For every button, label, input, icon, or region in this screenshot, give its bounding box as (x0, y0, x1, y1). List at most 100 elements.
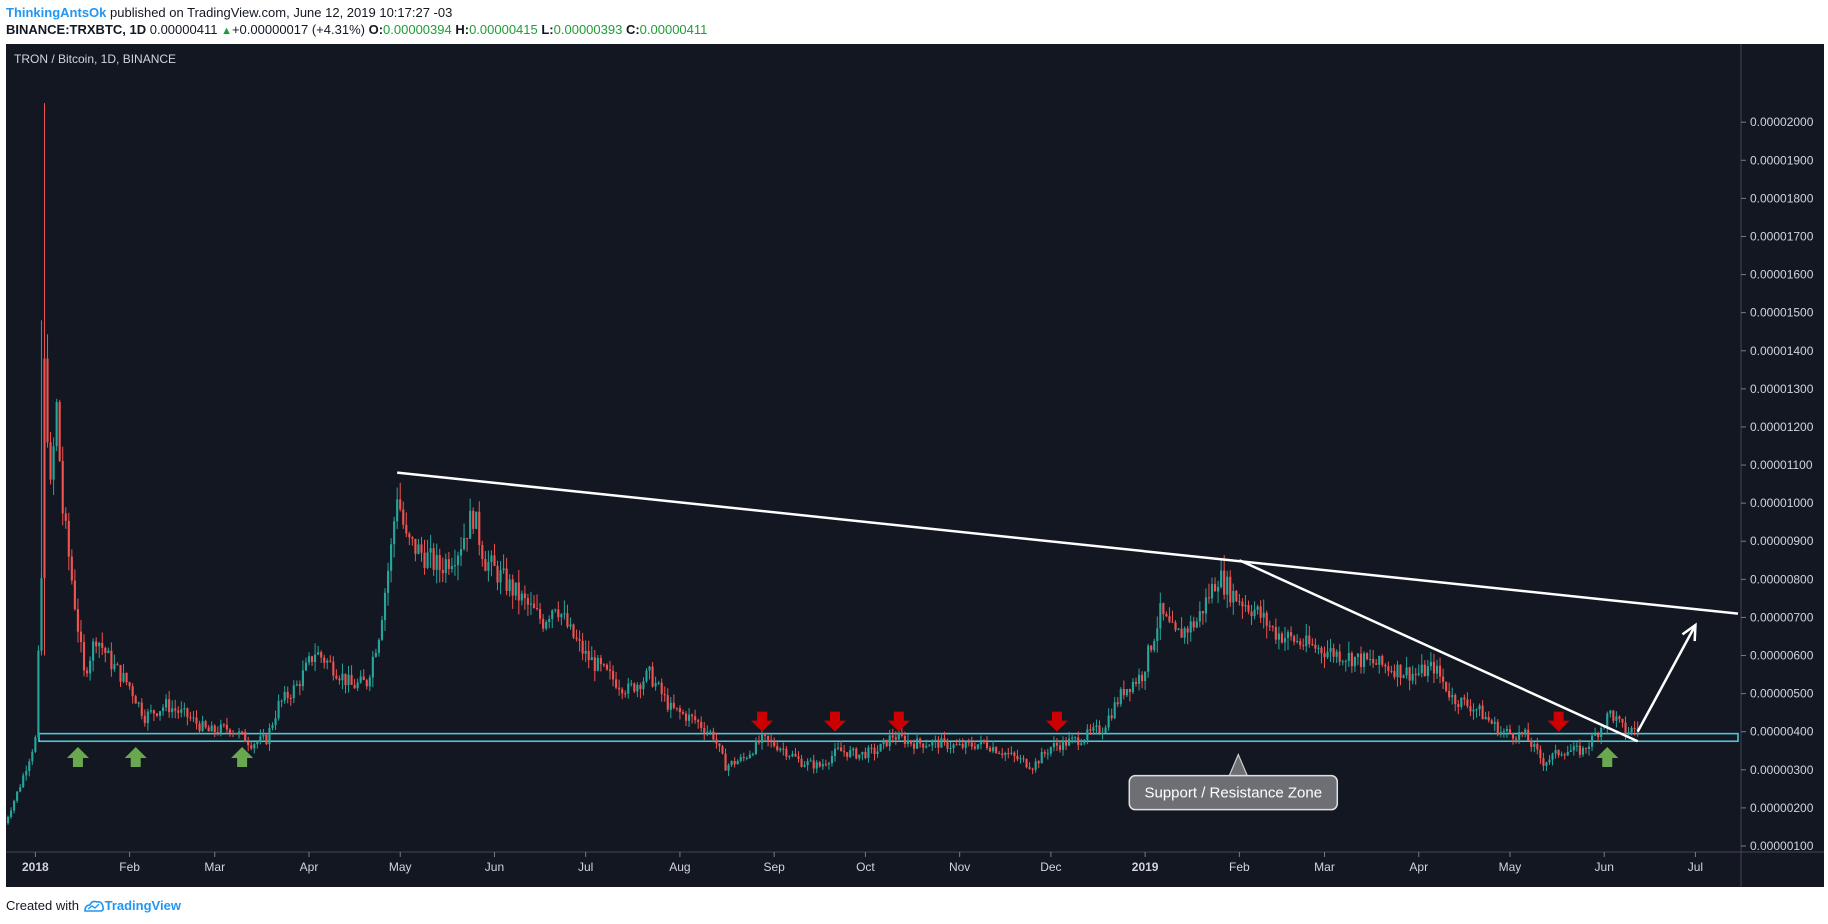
candle-body (596, 657, 599, 671)
candle-body (383, 592, 387, 621)
candle-body (438, 555, 441, 571)
x-tick-label: Apr (1409, 860, 1428, 874)
candle-body (271, 725, 274, 729)
candle-body (408, 533, 411, 538)
candle-body (611, 671, 615, 680)
candle-body (1469, 706, 1472, 712)
author-link[interactable]: ThinkingAntsOk (6, 5, 107, 20)
candle-body (310, 656, 314, 663)
candle-body (1594, 734, 1597, 736)
candle-body (1578, 745, 1581, 755)
candle-body (1177, 628, 1180, 630)
candle-body (931, 741, 934, 746)
candle-body (581, 640, 584, 654)
candle-body (277, 700, 280, 719)
candle-body (1049, 747, 1052, 754)
candle-body (137, 702, 140, 704)
candle-body (633, 683, 636, 692)
candle-body (1150, 645, 1153, 651)
candle-body (207, 727, 210, 732)
candle-body (767, 735, 770, 740)
candle-body (174, 708, 177, 711)
candle-body (1387, 666, 1390, 671)
candle-body (675, 707, 678, 709)
candle-body (1481, 705, 1484, 720)
candle-body (1554, 750, 1557, 754)
candle-body (1283, 638, 1287, 643)
candle-body (301, 670, 304, 687)
candle-body (274, 718, 277, 726)
candle-body (49, 442, 52, 480)
candle-body (466, 538, 469, 540)
candle-body (912, 743, 916, 749)
candle-body (864, 751, 867, 759)
x-tick-label: Feb (1229, 860, 1250, 874)
candle-body (1183, 628, 1186, 638)
chart-area[interactable]: TRON / Bitcoin, 1D, BINANCE 0.00002000 0.0… (6, 44, 1824, 887)
candle-body (608, 669, 612, 672)
candle-body (101, 642, 104, 648)
candle-body (1277, 633, 1280, 640)
candle-body (630, 683, 633, 685)
candle-body (1116, 702, 1119, 705)
candle-body (517, 582, 520, 601)
candle-body (760, 733, 764, 743)
candle-body (152, 710, 156, 714)
candle-body (535, 608, 539, 610)
support-resistance-zone (38, 732, 1739, 743)
candle-body (1335, 651, 1338, 657)
candle-body (55, 402, 58, 447)
up-arrow-icon (124, 747, 147, 767)
candle-body (560, 614, 563, 618)
candle-body (639, 684, 642, 690)
candle-body (1022, 758, 1025, 760)
candle-body (599, 657, 602, 665)
candle-body (1125, 689, 1128, 696)
candle-body (1232, 590, 1235, 603)
chart-header: ThinkingAntsOk published on TradingView.… (6, 4, 1816, 40)
x-tick-label: Dec (1040, 860, 1061, 874)
candle-body (89, 660, 92, 674)
candle-body (478, 511, 481, 546)
candle-body (1302, 645, 1305, 647)
candle-body (526, 598, 529, 605)
down-arrow-icon (1547, 711, 1570, 732)
candle-body (426, 552, 429, 568)
candle-body (1229, 576, 1232, 603)
candle-body (727, 765, 730, 771)
candle-body (1499, 731, 1502, 735)
candle-body (605, 664, 609, 670)
candle-body (183, 708, 186, 710)
candle-body (788, 756, 791, 758)
candle-body (317, 652, 320, 655)
candle-body (125, 672, 128, 683)
candle-body (505, 568, 508, 591)
candle-body (748, 754, 751, 758)
candlestick-chart[interactable]: TRON / Bitcoin, 1D, BINANCE 0.00002000 0.0… (6, 44, 1824, 887)
y-tick-label: 0.00000300 (1750, 763, 1814, 777)
candle-body (943, 738, 946, 741)
y-tick-label: 0.00001400 (1750, 344, 1814, 358)
candle-body (627, 683, 630, 694)
candle-body (1165, 614, 1168, 617)
candle-body (940, 738, 943, 748)
candle-body (970, 742, 973, 747)
candle-body (1569, 750, 1572, 753)
candle-body (1533, 744, 1536, 747)
candle-body (1487, 716, 1490, 721)
candle-body (1134, 681, 1138, 684)
candle-body (441, 570, 444, 574)
candle-body (487, 561, 490, 571)
x-tick-label: Apr (300, 860, 319, 874)
candle-body (952, 744, 955, 748)
candle-body (1286, 632, 1290, 639)
candle-body (244, 731, 247, 743)
publish-line: ThinkingAntsOk published on TradingView.… (6, 4, 1816, 21)
candle-body (1262, 612, 1265, 618)
candle-body (1159, 603, 1162, 629)
candle-body (399, 499, 402, 510)
tradingview-brand[interactable]: TradingView (104, 898, 181, 913)
candle-body (453, 565, 457, 567)
candle-body (82, 642, 86, 671)
candle-body (411, 537, 414, 539)
